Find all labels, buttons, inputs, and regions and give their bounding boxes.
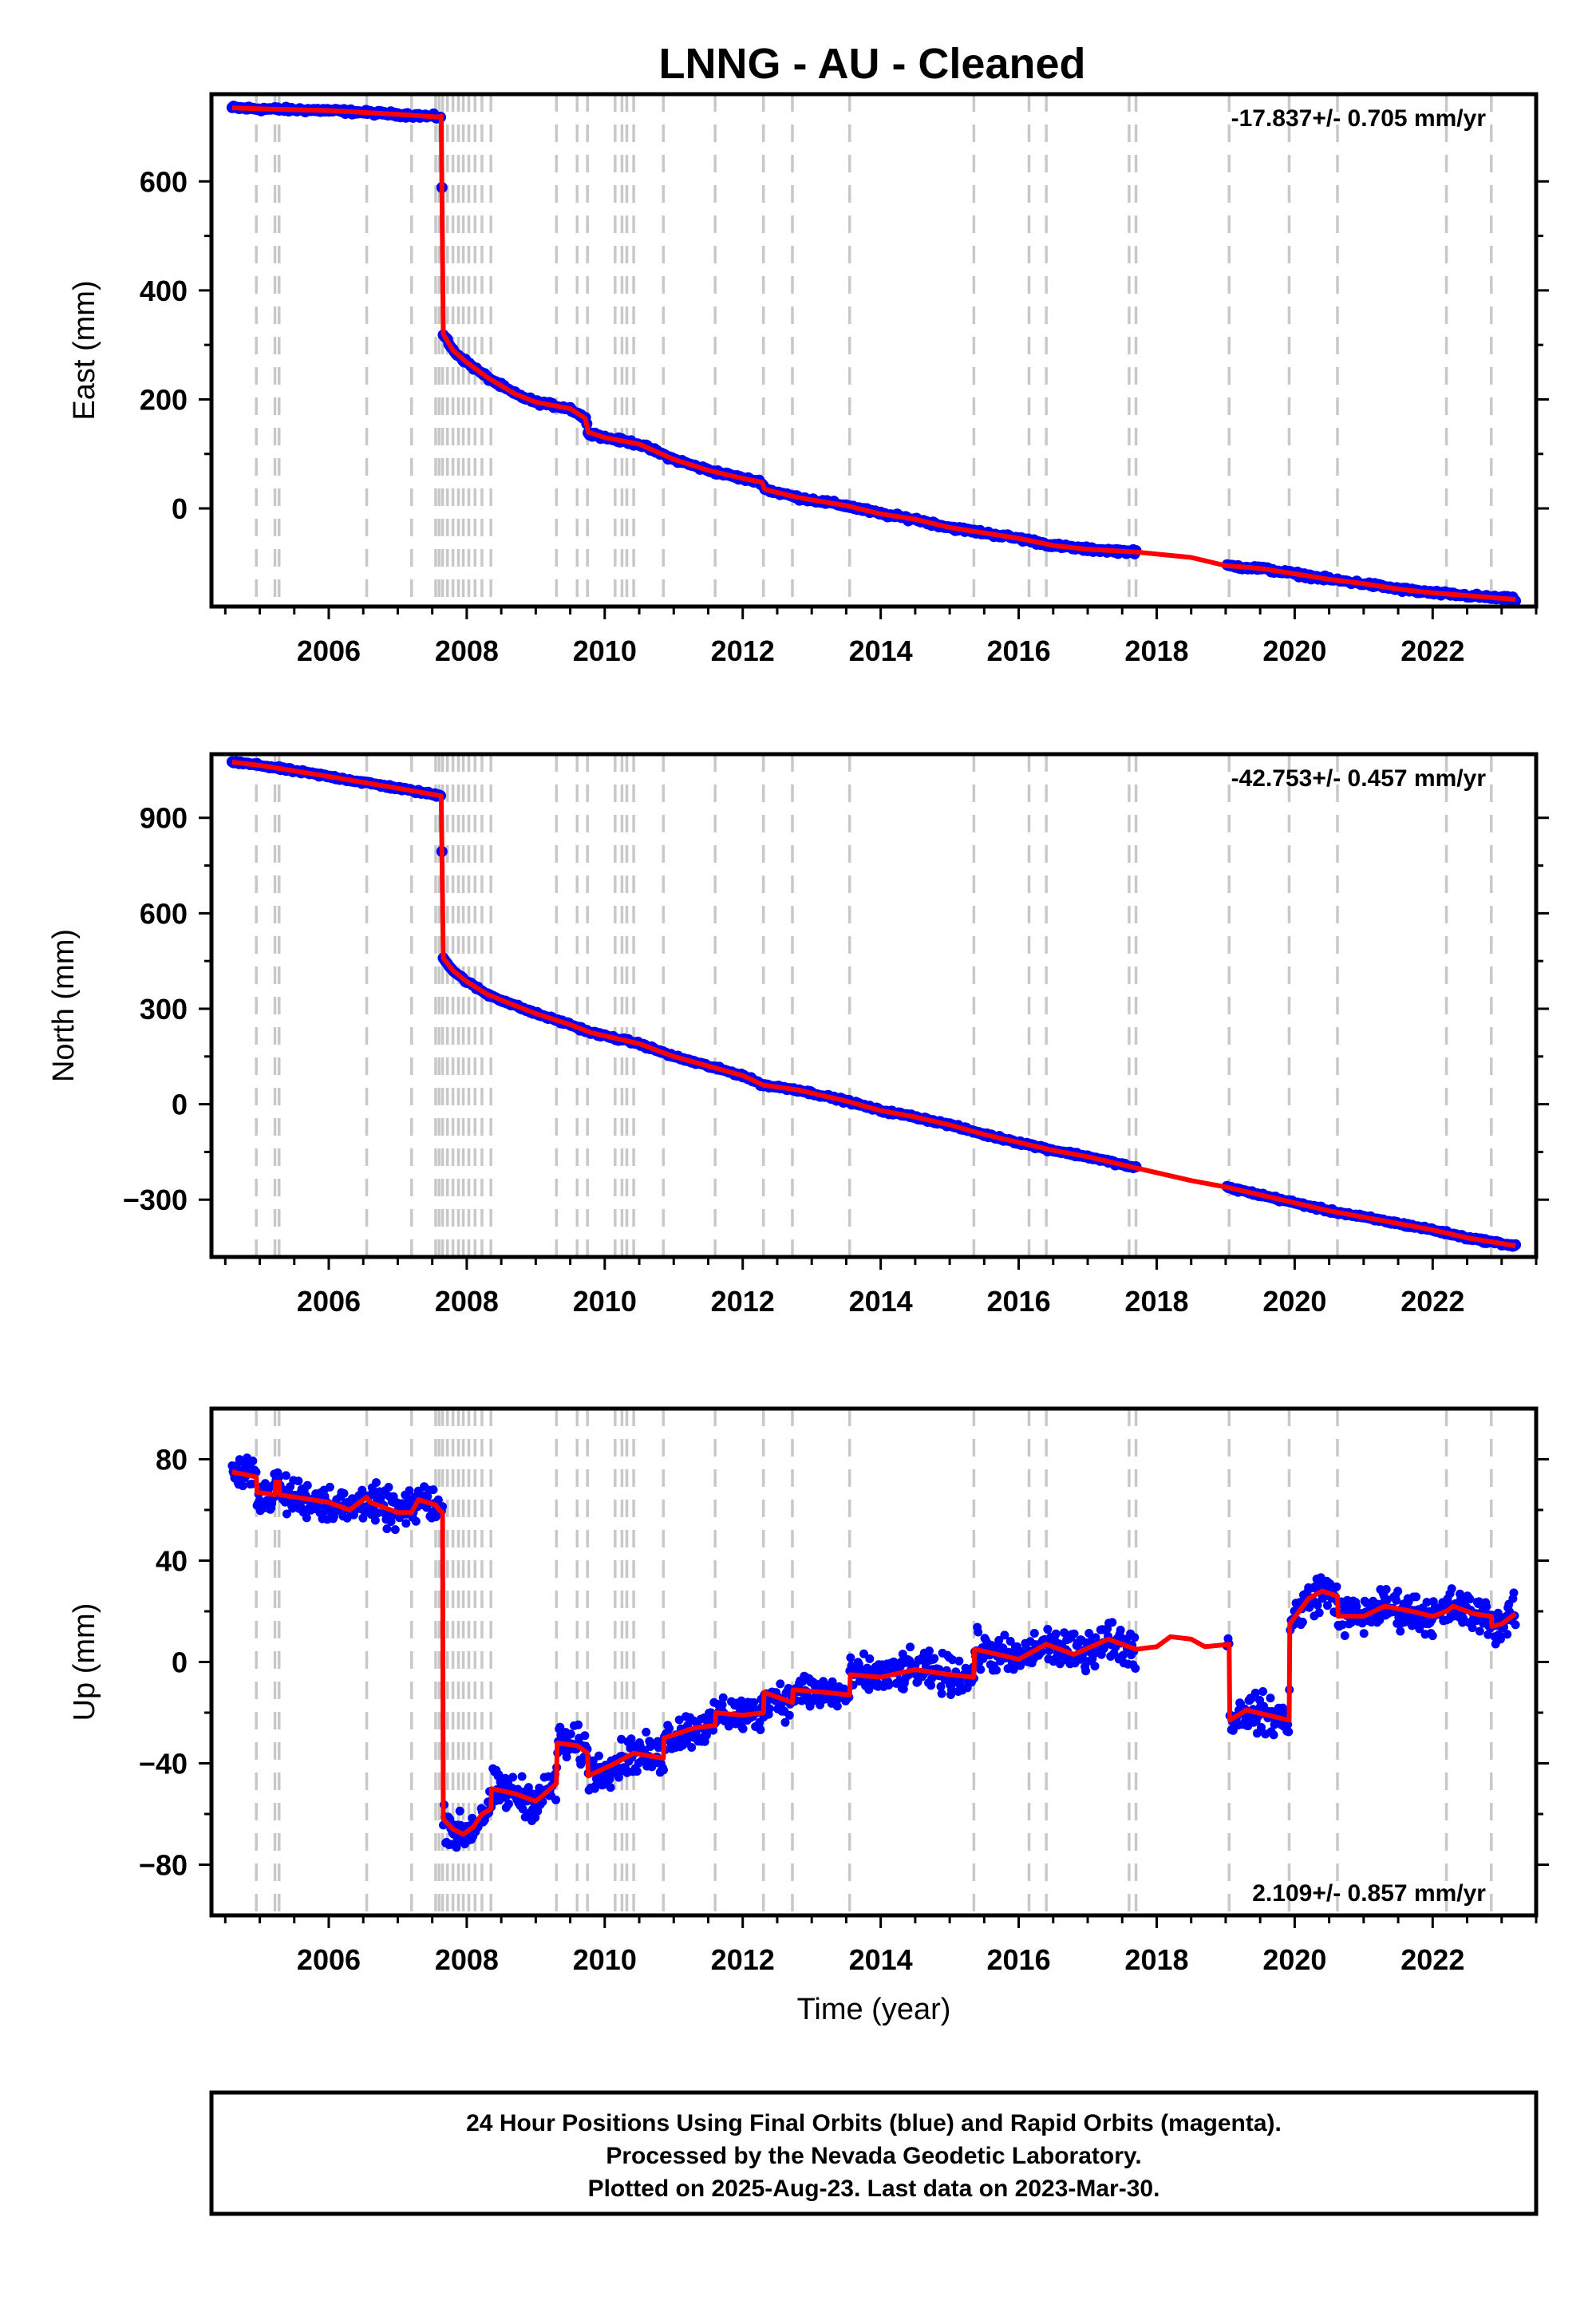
x-tick-label: 2022 <box>1400 1943 1464 1976</box>
x-tick-label: 2020 <box>1262 1943 1326 1976</box>
data-points <box>226 101 1522 607</box>
x-tick-label: 2018 <box>1124 1285 1188 1318</box>
footer-frame <box>209 2090 1539 2216</box>
x-tick-label: 2018 <box>1124 634 1188 667</box>
east-panel: 2006 2008 2010 2012 2014 2016 2018 2020 2022 0 200… <box>68 92 1549 667</box>
y-axis-label: North (mm) <box>47 929 81 1082</box>
y-tick-label: −80 <box>139 1849 188 1882</box>
data-point-cloud <box>226 101 1522 607</box>
x-tick-label: 2014 <box>849 634 913 667</box>
footer-line-1: 24 Hour Positions Using Final Orbits (bl… <box>466 2110 1282 2136</box>
y-tick-label: 300 <box>140 993 188 1026</box>
y-tick-label: −40 <box>139 1748 188 1780</box>
x-tick-label: 2018 <box>1124 1943 1188 1976</box>
x-axis-label: Time (year) <box>797 1993 951 2026</box>
y-tick-label: 900 <box>140 802 188 835</box>
rate-annotation: -17.837+/- 0.705 mm/yr <box>1231 105 1487 132</box>
x-tick-label: 2014 <box>849 1285 913 1318</box>
chart-title: LNNG - AU - Cleaned <box>658 40 1085 88</box>
y-tick-label: 0 <box>172 1646 188 1679</box>
x-tick-label: 2008 <box>435 1285 499 1318</box>
up-panel: 2006 2008 2010 2012 2014 2016 2018 2020 2022 −80 −… <box>68 1406 1549 2026</box>
x-tick-label: 2012 <box>711 1285 775 1318</box>
x-tick-label: 2020 <box>1262 634 1326 667</box>
y-tick-label: 400 <box>140 275 188 307</box>
x-tick-label: 2008 <box>435 634 499 667</box>
y-tick-label: −300 <box>123 1184 188 1216</box>
x-tick-label: 2010 <box>573 1285 637 1318</box>
plot-area <box>227 1409 1520 1915</box>
x-tick-label: 2016 <box>987 1943 1051 1976</box>
x-tick-label: 2016 <box>987 634 1051 667</box>
plot-frame <box>209 752 1539 1259</box>
data-point-cloud <box>227 1453 1520 1852</box>
y-tick-label: 600 <box>140 165 188 198</box>
footer-box: 24 Hour Positions Using Final Orbits (bl… <box>209 2090 1539 2216</box>
y-tick-label: 200 <box>140 383 188 416</box>
x-tick-label: 2012 <box>711 1943 775 1976</box>
x-tick-label: 2008 <box>435 1943 499 1976</box>
y-tick-label: 40 <box>156 1545 188 1578</box>
x-tick-label: 2006 <box>297 1285 361 1318</box>
y-axis-label: Up (mm) <box>68 1603 101 1721</box>
data-points <box>226 756 1522 1252</box>
x-tick-label: 2006 <box>297 1943 361 1976</box>
model-line <box>231 105 1516 603</box>
rate-annotation: 2.109+/- 0.857 mm/yr <box>1252 1880 1486 1907</box>
plot-area <box>226 94 1522 607</box>
model-line <box>231 1469 1517 1837</box>
y-tick-label: 80 <box>156 1444 188 1476</box>
data-points <box>227 1453 1520 1852</box>
y-axis-label: East (mm) <box>68 280 101 420</box>
data-point-cloud <box>226 756 1522 1252</box>
plot-frame <box>209 92 1539 609</box>
x-tick-label: 2016 <box>987 1285 1051 1318</box>
x-tick-label: 2010 <box>573 634 637 667</box>
footer-line-2: Processed by the Nevada Geodetic Laborat… <box>606 2143 1141 2169</box>
x-tick-label: 2006 <box>297 634 361 667</box>
plot-area <box>226 754 1522 1257</box>
y-tick-label: 0 <box>172 1089 188 1121</box>
x-tick-label: 2014 <box>849 1943 913 1976</box>
x-tick-label: 2012 <box>711 634 775 667</box>
footer-line-3: Plotted on 2025-Aug-23. Last data on 202… <box>588 2176 1160 2202</box>
north-panel: 2006 2008 2010 2012 2014 2016 2018 2020 2022 −300… <box>47 752 1549 1318</box>
x-tick-label: 2022 <box>1400 634 1464 667</box>
x-tick-label: 2020 <box>1262 1285 1326 1318</box>
x-tick-label: 2010 <box>573 1943 637 1976</box>
model-line <box>231 760 1516 1248</box>
rate-annotation: -42.753+/- 0.457 mm/yr <box>1231 765 1487 792</box>
y-tick-label: 600 <box>140 897 188 930</box>
x-tick-label: 2022 <box>1400 1285 1464 1318</box>
y-tick-label: 0 <box>172 492 188 525</box>
